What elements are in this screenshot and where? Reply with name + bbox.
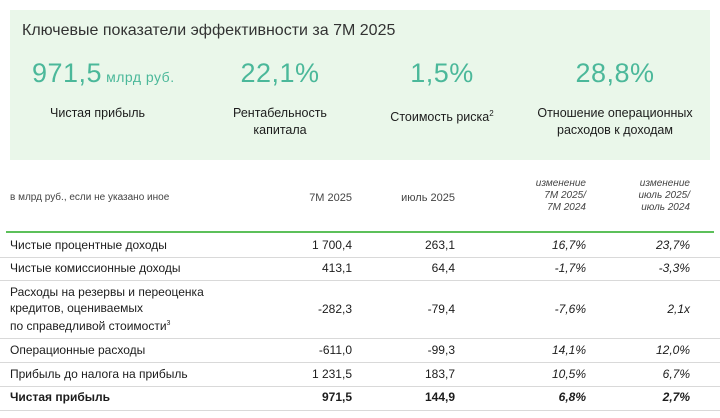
cell-change-july: 23,7% [655, 238, 690, 252]
table-row: Расходы на резервы и переоценка кредитов… [0, 280, 720, 339]
col-header-7m: 7М 2025 [309, 192, 352, 204]
row-label: Операционные расходы [10, 343, 146, 357]
cell-change-july: 12,0% [655, 343, 690, 357]
col-header-july: июль 2025 [401, 192, 455, 204]
cell-7m: 1 700,4 [311, 238, 352, 252]
table-header: в млрд руб., если не указано иное 7М 202… [0, 170, 720, 230]
col-header-change-7m: изменение 7М 2025/ 7М 2024 [535, 178, 586, 213]
row-label: Расходы на резервы и переоценка кредитов… [10, 285, 204, 333]
kpi-value: 22,1% [240, 58, 320, 88]
kpi-label: Чистая прибыль [50, 106, 145, 120]
kpi-label: Стоимость риска2 [390, 109, 494, 125]
kpi-label: Рентабельность капитала [233, 106, 327, 137]
kpi-panel: Ключевые показатели эффективности за 7М … [10, 10, 710, 160]
kpi-label: Отношение операционных расходов к дохода… [537, 106, 693, 137]
row-label: Чистые комиссионные доходы [10, 261, 181, 275]
cell-july: 263,1 [424, 238, 455, 252]
cell-change-7m: -1,7% [554, 261, 586, 275]
kpi-cost-income: 28,8% Отношение операционных расходов к … [530, 58, 700, 139]
table-row: Операционные расходы -611,0 -99,3 14,1% … [0, 338, 720, 363]
units-note: в млрд руб., если не указано иное [10, 192, 170, 203]
cell-change-july: 6,7% [662, 367, 690, 381]
cell-july: 144,9 [424, 390, 455, 404]
panel-title: Ключевые показатели эффективности за 7М … [22, 22, 396, 39]
cell-july: 183,7 [424, 367, 455, 381]
cell-july: 64,4 [431, 261, 455, 275]
cell-change-july: 2,7% [662, 390, 690, 404]
cell-7m: 413,1 [321, 261, 352, 275]
cell-change-july: 2,1x [667, 302, 690, 316]
cell-change-7m: 10,5% [551, 367, 586, 381]
cell-7m: 971,5 [321, 390, 352, 404]
kpi-value: 1,5% [410, 58, 474, 88]
row-label: Прибыль до налога на прибыль [10, 367, 188, 381]
cell-7m: -282,3 [317, 302, 352, 316]
kpi-value: 28,8% [575, 58, 655, 88]
cell-7m: 1 231,5 [311, 367, 352, 381]
kpi-roe: 22,1% Рентабельность капитала [225, 58, 335, 139]
cell-change-7m: 16,7% [551, 238, 586, 252]
row-label: Чистые процентные доходы [10, 238, 167, 252]
kpi-cost-of-risk: 1,5% Стоимость риска2 [382, 58, 502, 126]
cell-7m: -611,0 [318, 343, 352, 357]
cell-change-7m: 14,1% [551, 343, 586, 357]
row-label: Чистая прибыль [10, 390, 110, 404]
kpi-net-profit: 971,5 млрд руб. Чистая прибыль [32, 58, 175, 122]
table-row: Прибыль до налога на прибыль 1 231,5 183… [0, 362, 720, 387]
table-row: Чистые процентные доходы 1 700,4 263,1 1… [0, 233, 720, 258]
cell-july: -99,3 [427, 343, 455, 357]
table-row: Чистые комиссионные доходы 413,1 64,4 -1… [0, 257, 720, 281]
col-header-change-july: изменение июль 2025/ июль 2024 [638, 178, 690, 213]
cell-change-7m: -7,6% [554, 302, 586, 316]
header-divider [6, 231, 714, 233]
cell-change-july: -3,3% [658, 261, 690, 275]
kpi-value: 971,5 млрд руб. [32, 58, 175, 88]
cell-july: -79,4 [427, 302, 455, 316]
table-row-total: Чистая прибыль 971,5 144,9 6,8% 2,7% [0, 386, 720, 411]
cell-change-7m: 6,8% [558, 390, 586, 404]
